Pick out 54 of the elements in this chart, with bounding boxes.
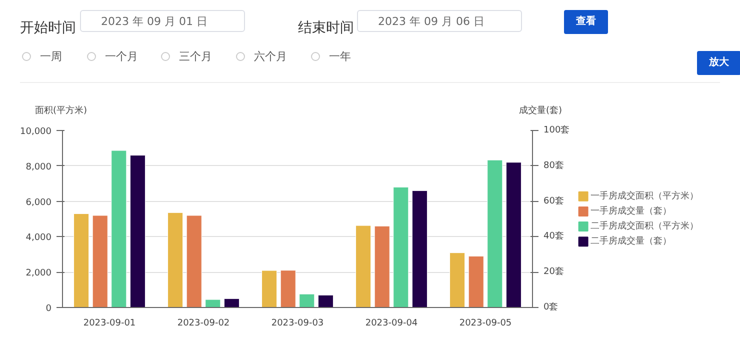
text: 三个月 [178,49,212,65]
y2-axis-title: 成交量(套) [518,105,562,118]
y-axis-title: 面积(平方米) [35,105,88,118]
bar [205,299,221,308]
bar [130,155,146,308]
bar [74,213,90,308]
text: 结束时间 [298,19,354,38]
text: 一周 [39,49,62,65]
x-tick-label: 2023-09-02 [177,318,230,328]
legend-label: 一手房成交面积（平方米） [590,190,698,202]
legend-label: 二手房成交量（套） [590,236,672,247]
x-tick-label: 2023-09-03 [271,318,324,328]
bar [506,162,522,308]
legend-label: 一手房成交量（套） [590,205,672,216]
bar [374,226,390,308]
y2-tick-label: 100套 [544,124,570,136]
y-tick-label: 4,000 [26,233,52,244]
x-tick-label: 2023-09-01 [83,318,136,328]
bar [393,186,409,308]
bar [262,270,278,308]
bar [318,294,334,308]
y2-tick-label: 0套 [544,302,558,312]
bar [280,270,296,308]
text: 开始时间 [20,19,76,38]
y-tick-label: 2,000 [26,268,52,279]
text: 一年 [328,49,351,65]
text: 2023 年 09 月 06 日 [357,10,522,32]
y-tick-label: 6,000 [26,198,52,208]
bar [356,225,372,308]
bar [111,150,127,308]
x-tick-label: 2023-09-05 [459,318,512,328]
bar [450,252,466,308]
bar [224,298,240,308]
y2-tick-label: 20套 [544,266,564,278]
bar [468,256,484,308]
x-tick-label: 2023-09-04 [365,318,418,328]
bar [168,212,184,308]
bar [92,215,108,308]
text: 一个月 [104,49,138,65]
y2-tick-label: 60套 [544,195,564,206]
y-tick-label: 10,000 [20,127,52,137]
text: 六个月 [253,49,287,65]
bar [412,190,428,308]
y-tick-label: 8,000 [26,162,52,172]
bar [487,160,503,308]
y-tick-label: 0 [46,304,52,314]
text: 2023 年 09 月 01 日 [80,10,245,32]
y2-tick-label: 80套 [544,160,564,171]
text: 放大 [697,51,740,75]
legend-label: 二手房成交面积（平方米） [590,220,698,232]
text: 查看 [564,10,608,34]
bar [186,215,202,308]
y2-tick-label: 40套 [544,230,564,242]
bar [299,294,315,308]
